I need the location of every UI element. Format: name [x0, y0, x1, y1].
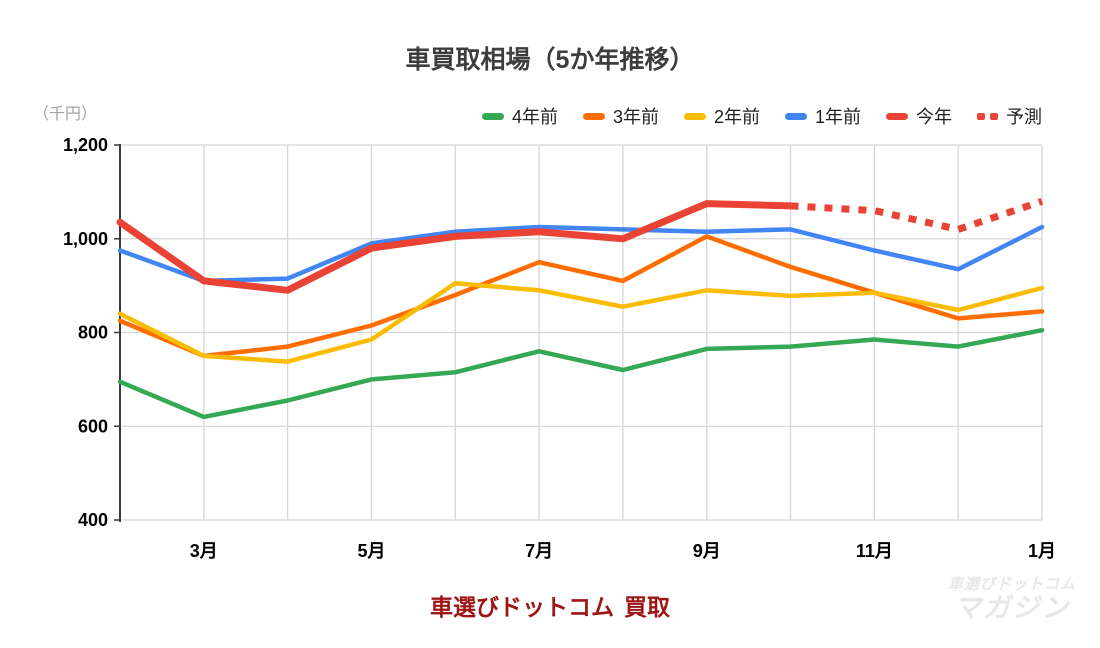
x-axis-label: 7月	[525, 541, 553, 561]
x-axis-label: 11月	[856, 541, 893, 561]
legend-swatch-this-year	[886, 112, 908, 120]
caption-suffix: 買取	[624, 594, 670, 620]
legend-item-this-year: 今年	[886, 103, 952, 129]
y-axis-label: 1,000	[63, 229, 108, 249]
legend-swatch-dot	[977, 112, 985, 120]
series-line-4y-ago	[117, 327, 1045, 420]
chart-legend: 4年前 3年前 2年前 1年前 今年 予測	[481, 103, 1042, 129]
y-axis-unit-label: （千円）	[33, 106, 98, 123]
legend-label-1y-ago: 1年前	[814, 107, 861, 127]
legend-label-this-year: 今年	[916, 107, 952, 127]
chart-title: 車買取相場（5か年推移）	[405, 46, 695, 74]
legend-label-2y-ago: 2年前	[713, 107, 760, 127]
y-axis-label: 800	[78, 323, 108, 343]
series-line-3y-ago	[117, 234, 1045, 359]
series-line-2y-ago	[117, 281, 1045, 364]
series-line-forecast	[790, 197, 1044, 233]
caption-brand: 車選びドットコム	[430, 594, 614, 620]
legend-swatch-3y-ago	[582, 112, 605, 120]
series-line-this-year	[116, 200, 794, 294]
source-caption: 車選びドットコム 買取	[0, 588, 1100, 622]
y-axis-label: 600	[78, 416, 108, 436]
legend-swatch-1y-ago	[784, 112, 807, 120]
legend-label-3y-ago: 3年前	[612, 107, 659, 127]
legend-label-forecast: 予測	[1006, 107, 1042, 127]
legend-item-1y-ago: 1年前	[784, 103, 861, 129]
legend-swatch-2y-ago	[683, 112, 706, 120]
x-axis-label: 1月	[1028, 541, 1056, 561]
x-axis-label: 3月	[190, 541, 218, 561]
legend-item-forecast: 予測	[977, 103, 1042, 129]
legend-swatch-dotted-forecast	[977, 112, 998, 120]
series-line-1y-ago	[117, 224, 1045, 284]
x-axis-label: 5月	[357, 541, 385, 561]
legend-item-4y-ago: 4年前	[481, 103, 558, 129]
watermark-magazine-line: マガジン	[953, 593, 1070, 624]
magazine-watermark: 車選びドットコム マガジン	[948, 576, 1076, 624]
legend-swatch-4y-ago	[481, 112, 504, 120]
legend-item-3y-ago: 3年前	[582, 103, 659, 129]
watermark-brand-line: 車選びドットコム	[947, 576, 1076, 593]
y-axis-label: 1,200	[63, 135, 108, 155]
y-axis-label: 400	[78, 510, 108, 530]
legend-swatch-dot	[990, 112, 998, 120]
x-axis-label: 9月	[693, 541, 721, 561]
legend-item-2y-ago: 2年前	[683, 103, 760, 129]
legend-label-4y-ago: 4年前	[511, 107, 558, 127]
